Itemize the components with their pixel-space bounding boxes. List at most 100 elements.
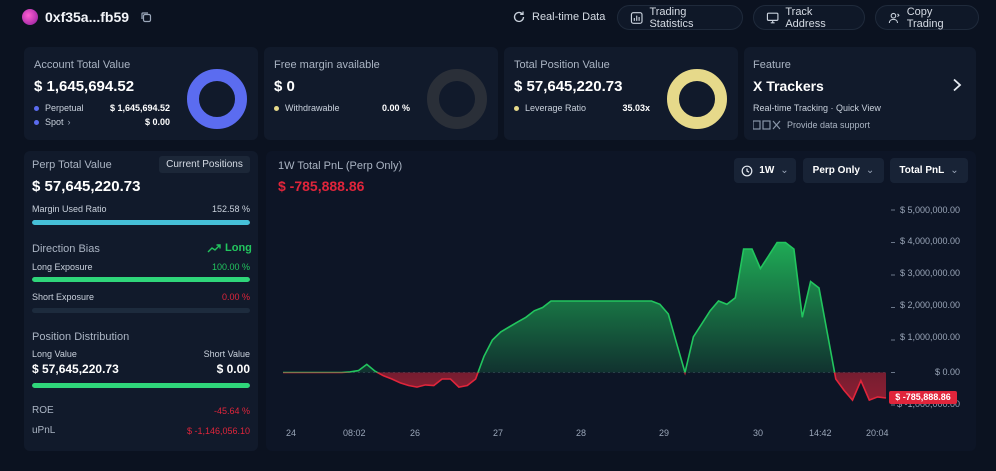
- margin-used-fill: [32, 220, 250, 225]
- total-position-title: Total Position Value: [514, 59, 610, 71]
- total-position-value: $ 57,645,220.73: [514, 78, 623, 95]
- pnl-positive-area: [283, 242, 886, 373]
- pnl-title: 1W Total PnL (Perp Only): [278, 160, 403, 172]
- chevron-down-icon: ⌄: [865, 165, 875, 176]
- user-copy-icon: [888, 12, 900, 23]
- current-positions-tab[interactable]: Current Positions: [159, 156, 250, 173]
- x-tick-label: 20:04: [866, 428, 889, 438]
- long-exposure-value: 100.00 %: [211, 262, 250, 272]
- short-exposure-label: Short Exposure: [32, 292, 95, 302]
- y-tick-label: $ 4,000,000.00: [899, 236, 960, 246]
- x-tick-label: 29: [659, 428, 670, 438]
- metric-select[interactable]: Total PnL ⌄: [890, 158, 968, 183]
- trading-statistics-label: Trading Statistics: [649, 5, 694, 30]
- margin-used-value: 152.58 %: [211, 204, 250, 214]
- chevron-right-icon: ›: [67, 117, 71, 127]
- short-exposure-value: 0.00 %: [221, 292, 250, 302]
- short-value-amount: $ 0.00: [216, 362, 250, 376]
- perp-total-value: $ 57,645,220.73: [32, 178, 141, 195]
- x-tick-label: 14:42: [809, 428, 832, 438]
- margin-used-bar: [32, 220, 250, 225]
- x-tick-label: 27: [493, 428, 504, 438]
- track-address-button[interactable]: Track Address: [753, 5, 865, 30]
- pnl-negative-area: [283, 372, 886, 401]
- leverage-label: Leverage Ratio: [525, 103, 587, 113]
- free-margin-value: $ 0: [274, 78, 295, 95]
- clock-icon: [741, 165, 753, 176]
- short-value-label: Short Value: [203, 349, 250, 359]
- y-tick-label: $ 3,000,000.00: [899, 268, 960, 278]
- timeframe-select[interactable]: 1W ⌄: [734, 158, 796, 183]
- account-total-card: Account Total Value $ 1,645,694.52 Perpe…: [24, 47, 258, 140]
- position-ring-chart: [667, 69, 727, 129]
- margin-ring-arc: [427, 69, 487, 129]
- x-tick-label: 26: [410, 428, 421, 438]
- feature-name: X Trackers: [753, 78, 824, 94]
- chevron-down-icon: ⌄: [780, 165, 789, 176]
- total-position-card: Total Position Value $ 57,645,220.73 Lev…: [504, 47, 738, 140]
- roe-label: ROE: [32, 405, 54, 416]
- withdrawable-row: Withdrawable: [274, 103, 340, 113]
- wallet-address: 0xf35a...fb59: [45, 9, 130, 25]
- pnl-value: $ -785,888.86: [278, 178, 365, 194]
- y-tick-label: $ -1,000,000.00: [896, 399, 960, 409]
- free-margin-card: Free margin available $ 0 Withdrawable 0…: [264, 47, 498, 140]
- account-ring-arc: [187, 69, 247, 129]
- top-bar: 0xf35a...fb59 Real-time Data Trading Sta…: [0, 0, 996, 36]
- spot-dot-icon: [34, 119, 39, 125]
- short-exposure-bar: [32, 308, 250, 313]
- provider-logo-icon: [753, 120, 781, 130]
- free-margin-title: Free margin available: [274, 59, 380, 71]
- y-tick-label: $ 2,000,000.00: [899, 300, 960, 310]
- timeframe-value: 1W: [759, 165, 775, 176]
- perp-title: Perp Total Value: [32, 159, 112, 171]
- upnl-label: uPnL: [32, 425, 56, 436]
- chevron-down-icon: ⌄: [950, 165, 959, 176]
- market-select[interactable]: Perp Only ⌄: [803, 158, 884, 183]
- x-tick-label: 08:02: [343, 428, 366, 438]
- pnl-positive-line: [283, 241, 836, 373]
- copy-trading-button[interactable]: Copy Trading: [875, 5, 979, 30]
- perp-panel: Perp Total Value Current Positions $ 57,…: [24, 151, 258, 451]
- realtime-toggle[interactable]: Real-time Data: [512, 10, 605, 24]
- leverage-row: Leverage Ratio: [514, 103, 586, 113]
- feature-support-row: Provide data support: [753, 120, 870, 130]
- feature-support-label: Provide data support: [787, 120, 871, 130]
- spot-row[interactable]: Spot ›: [34, 117, 71, 127]
- feature-title: Feature: [753, 59, 791, 71]
- feature-desc: Real-time Tracking · Quick View: [753, 103, 881, 113]
- trading-statistics-button[interactable]: Trading Statistics: [617, 5, 743, 30]
- account-total-value: $ 1,645,694.52: [34, 78, 135, 95]
- spot-label: Spot: [45, 117, 64, 127]
- track-address-label: Track Address: [785, 5, 826, 30]
- account-total-title: Account Total Value: [34, 59, 131, 71]
- spot-value: $ 0.00: [144, 117, 170, 127]
- copy-icon[interactable]: [140, 11, 152, 23]
- y-tick-label: $ 0.00: [934, 367, 960, 377]
- account-ring-chart: [187, 69, 247, 129]
- direction-bias-text: Long: [225, 242, 252, 254]
- market-value: Perp Only: [812, 165, 860, 176]
- realtime-label: Real-time Data: [532, 11, 606, 23]
- long-exposure-fill: [32, 277, 250, 282]
- feature-card[interactable]: Feature X Trackers Real-time Tracking · …: [744, 47, 976, 140]
- metric-value: Total PnL: [899, 165, 945, 176]
- refresh-icon: [513, 11, 525, 23]
- x-tick-label: 28: [576, 428, 587, 438]
- y-tick-label: $ 1,000,000.00: [899, 332, 960, 342]
- margin-used-label: Margin Used Ratio: [32, 204, 107, 214]
- perpetual-value: $ 1,645,694.52: [109, 103, 170, 113]
- withdrawable-value: 0.00 %: [381, 103, 410, 113]
- position-distribution-label: Position Distribution: [32, 331, 130, 343]
- long-exposure-bar: [32, 277, 250, 282]
- long-value-label: Long Value: [32, 349, 77, 359]
- direction-bias-label: Direction Bias: [32, 243, 100, 255]
- pnl-negative-line: [283, 372, 887, 402]
- copy-trading-label: Copy Trading: [906, 5, 944, 30]
- trend-up-icon: [207, 243, 221, 252]
- current-value-tag: $ -785,888.86: [889, 391, 957, 404]
- distribution-fill: [32, 383, 250, 388]
- chevron-right-icon[interactable]: [952, 78, 962, 92]
- x-tick-label: 24: [286, 428, 297, 438]
